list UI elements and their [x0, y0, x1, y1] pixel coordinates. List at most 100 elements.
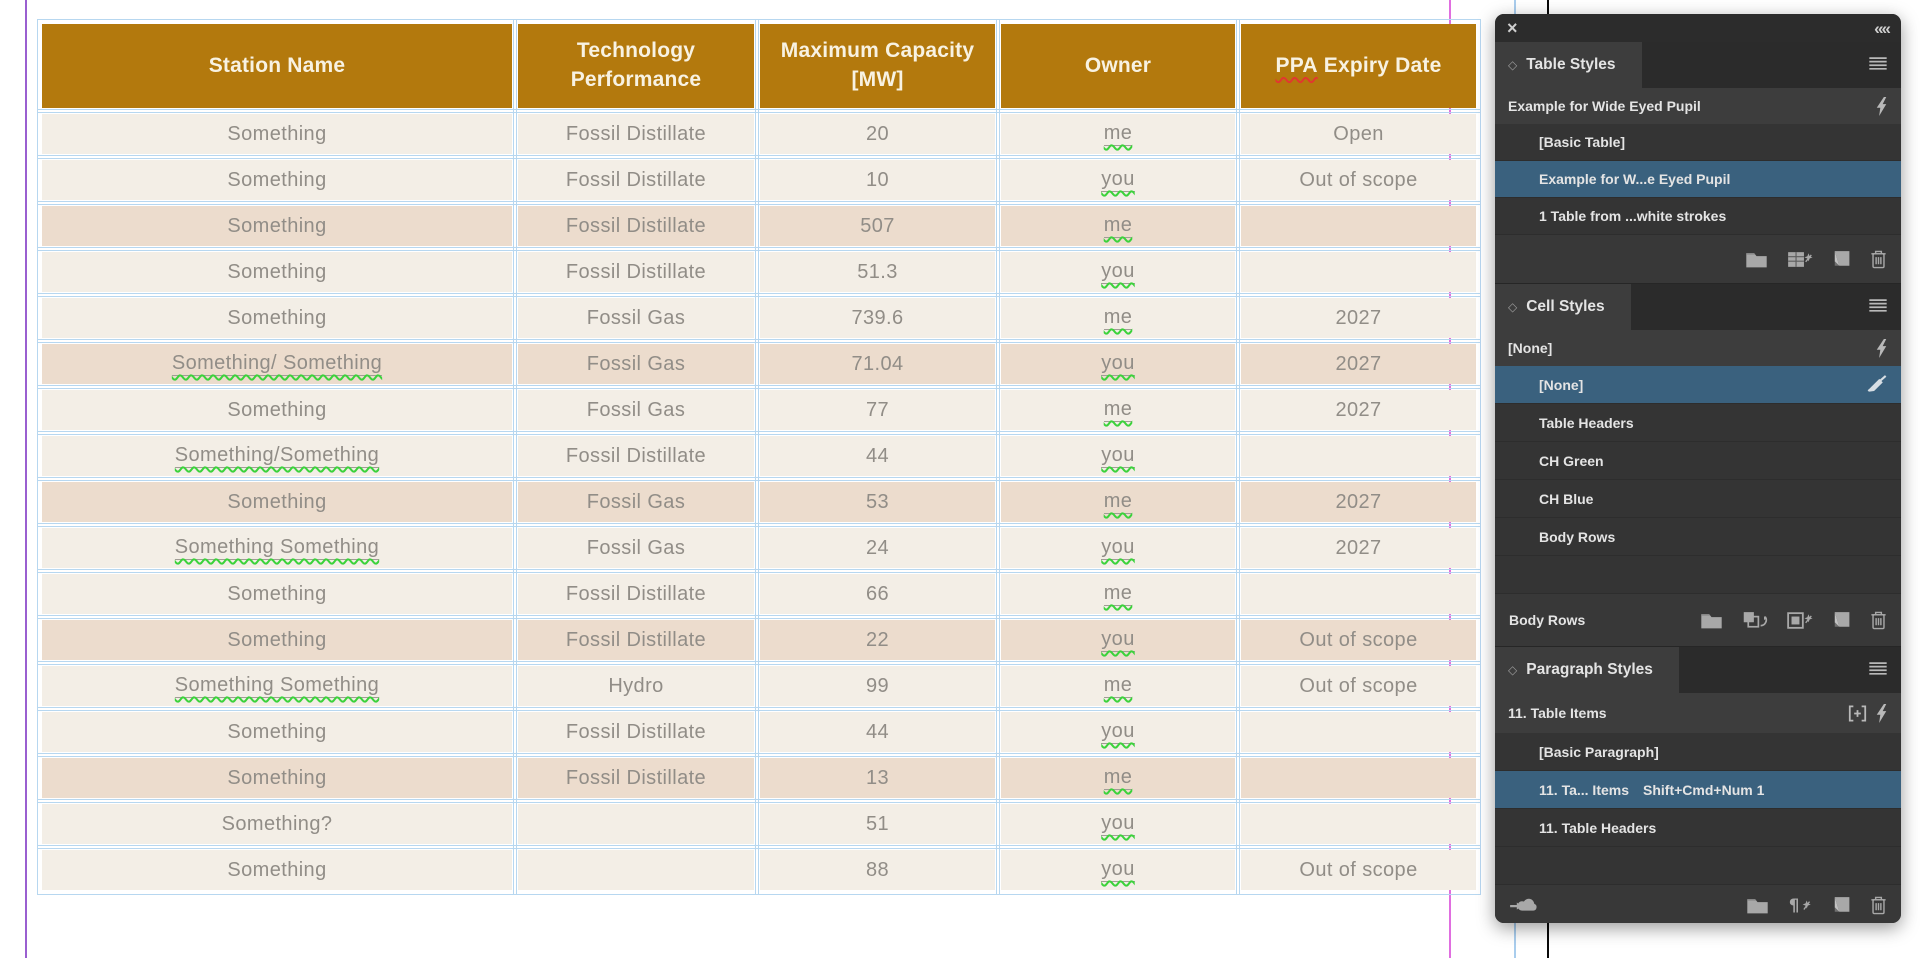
technology-cell[interactable]: Fossil Distillate — [513, 753, 759, 803]
technology-cell[interactable] — [513, 845, 759, 895]
station-cell[interactable]: Something — [37, 109, 517, 159]
capacity-cell[interactable]: 99 — [755, 661, 1000, 711]
technology-cell[interactable]: Hydro — [513, 661, 759, 711]
new-style-icon[interactable] — [1832, 250, 1851, 268]
section-collapse-icon[interactable]: ◇ — [1508, 58, 1518, 72]
owner-cell[interactable]: me — [996, 753, 1240, 803]
create-cell-style-icon[interactable] — [1787, 611, 1813, 629]
panel-menu-icon[interactable] — [1868, 299, 1888, 312]
capacity-cell[interactable]: 51 — [755, 799, 1000, 849]
capacity-cell[interactable]: 44 — [755, 431, 1000, 481]
lightning-icon[interactable] — [1875, 703, 1888, 723]
station-cell[interactable]: Something — [37, 385, 517, 435]
capacity-cell[interactable]: 51.3 — [755, 247, 1000, 297]
ppa-cell[interactable] — [1236, 799, 1481, 849]
technology-cell[interactable]: Fossil Gas — [513, 293, 759, 343]
panel-menu-icon[interactable] — [1868, 57, 1888, 70]
technology-cell[interactable]: Fossil Distillate — [513, 247, 759, 297]
capacity-cell[interactable]: 10 — [755, 155, 1000, 205]
capacity-cell[interactable]: 24 — [755, 523, 1000, 573]
station-cell[interactable]: Something — [37, 707, 517, 757]
capacity-cell[interactable]: 13 — [755, 753, 1000, 803]
plus-bracket-icon[interactable] — [1848, 704, 1867, 722]
station-cell[interactable]: Something — [37, 201, 517, 251]
technology-cell[interactable]: Fossil Gas — [513, 385, 759, 435]
technology-cell[interactable]: Fossil Distillate — [513, 615, 759, 665]
owner-cell[interactable]: me — [996, 385, 1240, 435]
station-cell[interactable]: Something/Something — [37, 431, 517, 481]
panel-menu-icon[interactable] — [1868, 662, 1888, 675]
owner-cell[interactable]: me — [996, 201, 1240, 251]
ppa-cell[interactable]: Out of scope — [1236, 615, 1481, 665]
style-list-item[interactable]: CH Blue — [1495, 480, 1901, 518]
style-list-item[interactable] — [1495, 847, 1901, 885]
ppa-cell[interactable] — [1236, 247, 1481, 297]
owner-cell[interactable]: me — [996, 477, 1240, 527]
style-list-item[interactable] — [1495, 556, 1901, 594]
technology-cell[interactable]: Fossil Gas — [513, 477, 759, 527]
style-list-item[interactable]: [Basic Table] — [1495, 124, 1901, 161]
close-icon[interactable]: × — [1507, 18, 1518, 38]
folder-icon[interactable] — [1746, 897, 1769, 914]
style-list-item[interactable]: Body Rows — [1495, 518, 1901, 556]
station-cell[interactable]: Something/ Something — [37, 339, 517, 389]
trash-icon[interactable] — [1870, 896, 1887, 915]
capacity-cell[interactable]: 88 — [755, 845, 1000, 895]
section-collapse-icon[interactable]: ◇ — [1508, 300, 1518, 314]
section-collapse-icon[interactable]: ◇ — [1508, 663, 1518, 677]
station-cell[interactable]: Something — [37, 477, 517, 527]
header-cell[interactable]: Technology Performance — [513, 19, 759, 113]
capacity-cell[interactable]: 71.04 — [755, 339, 1000, 389]
ppa-cell[interactable]: 2027 — [1236, 523, 1481, 573]
owner-cell[interactable]: you — [996, 523, 1240, 573]
header-cell[interactable]: PPA Expiry Date — [1236, 19, 1481, 113]
owner-cell[interactable]: you — [996, 799, 1240, 849]
owner-cell[interactable]: you — [996, 615, 1240, 665]
style-list-item[interactable]: Example for W...e Eyed Pupil — [1495, 161, 1901, 198]
technology-cell[interactable] — [513, 799, 759, 849]
ppa-cell[interactable]: 2027 — [1236, 339, 1481, 389]
capacity-cell[interactable]: 739.6 — [755, 293, 1000, 343]
owner-cell[interactable]: you — [996, 707, 1240, 757]
technology-cell[interactable]: Fossil Distillate — [513, 707, 759, 757]
ppa-cell[interactable]: 2027 — [1236, 477, 1481, 527]
capacity-cell[interactable]: 44 — [755, 707, 1000, 757]
station-cell[interactable]: Something? — [37, 799, 517, 849]
header-cell[interactable]: Owner — [996, 19, 1240, 113]
owner-cell[interactable]: you — [996, 247, 1240, 297]
style-list-item[interactable]: Table Headers — [1495, 404, 1901, 442]
owner-cell[interactable]: you — [996, 339, 1240, 389]
create-table-style-icon[interactable] — [1787, 251, 1813, 268]
new-style-icon[interactable] — [1832, 611, 1851, 629]
capacity-cell[interactable]: 77 — [755, 385, 1000, 435]
station-cell[interactable]: Something — [37, 247, 517, 297]
technology-cell[interactable]: Fossil Distillate — [513, 569, 759, 619]
tab-table-styles[interactable]: ◇ Table Styles — [1495, 42, 1642, 88]
lightning-icon[interactable] — [1875, 338, 1888, 358]
new-paragraph-style-icon[interactable]: ¶ — [1788, 896, 1813, 914]
lightning-icon[interactable] — [1875, 96, 1888, 116]
ppa-cell[interactable]: 2027 — [1236, 293, 1481, 343]
owner-cell[interactable]: you — [996, 155, 1240, 205]
ppa-cell[interactable]: Out of scope — [1236, 155, 1481, 205]
ppa-cell[interactable]: 2027 — [1236, 385, 1481, 435]
trash-icon[interactable] — [1870, 250, 1887, 269]
technology-cell[interactable]: Fossil Gas — [513, 523, 759, 573]
header-cell[interactable]: Maximum Capacity [MW] — [755, 19, 1000, 113]
ppa-cell[interactable] — [1236, 707, 1481, 757]
station-cell[interactable]: Something — [37, 155, 517, 205]
ppa-cell[interactable] — [1236, 201, 1481, 251]
collapse-panel-icon[interactable]: «« — [1874, 18, 1891, 38]
capacity-cell[interactable]: 66 — [755, 569, 1000, 619]
folder-icon[interactable] — [1700, 612, 1723, 629]
station-cell[interactable]: Something — [37, 753, 517, 803]
style-list-item[interactable]: CH Green — [1495, 442, 1901, 480]
owner-cell[interactable]: you — [996, 431, 1240, 481]
technology-cell[interactable]: Fossil Distillate — [513, 155, 759, 205]
owner-cell[interactable]: me — [996, 661, 1240, 711]
station-cell[interactable]: Something Something — [37, 523, 517, 573]
station-cell[interactable]: Something — [37, 569, 517, 619]
capacity-cell[interactable]: 53 — [755, 477, 1000, 527]
style-list-item[interactable]: [None] — [1495, 366, 1901, 404]
station-cell[interactable]: Something — [37, 615, 517, 665]
